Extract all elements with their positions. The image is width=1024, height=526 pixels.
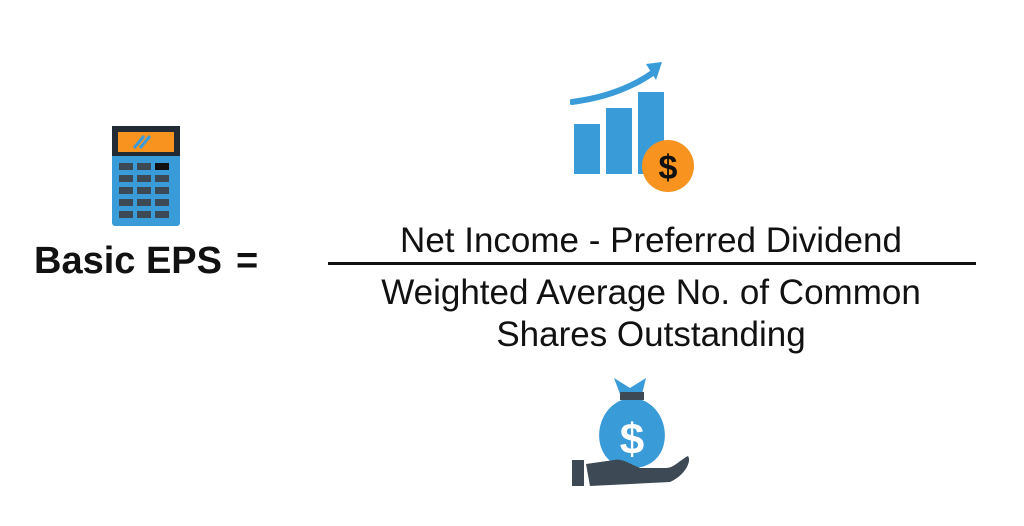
bag-dollar-sign: $ [620, 415, 644, 464]
formula-denominator: Weighted Average No. of Common Shares Ou… [326, 272, 976, 356]
denominator-line-1: Weighted Average No. of Common [326, 272, 976, 314]
growth-chart-icon: $ [570, 58, 696, 194]
formula-lhs: Basic EPS = [34, 242, 258, 280]
calculator-icon [112, 126, 180, 226]
denominator-line-2: Shares Outstanding [326, 314, 976, 356]
dollar-coin-icon: $ [642, 140, 694, 192]
dollar-sign: $ [659, 149, 678, 187]
equals-sign: = [236, 240, 258, 282]
money-bag-icon: $ [570, 372, 694, 490]
formula-lhs-label: Basic EPS [34, 240, 222, 282]
formula-numerator: Net Income - Preferred Dividend [326, 222, 976, 261]
fraction-bar [328, 262, 976, 265]
